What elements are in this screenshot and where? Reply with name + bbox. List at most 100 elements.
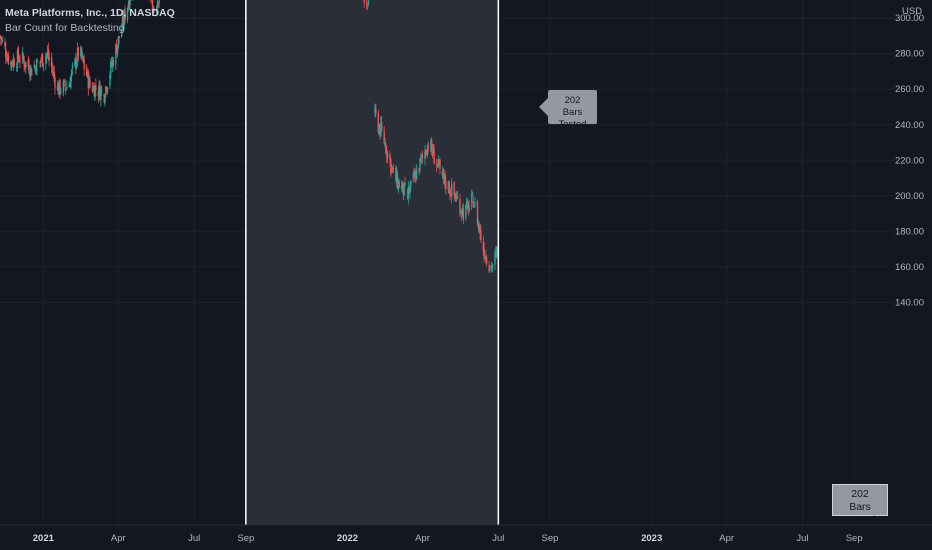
candle-body — [404, 182, 406, 185]
candle-body — [33, 66, 35, 68]
candle-body — [461, 207, 464, 217]
candle-body — [485, 258, 488, 264]
candle-body — [419, 158, 421, 171]
candle-body — [478, 224, 480, 231]
price-tick-label: 260.00 — [895, 84, 924, 95]
candle-body — [495, 251, 497, 253]
candle-body — [442, 169, 445, 178]
candle-body — [401, 181, 404, 188]
candle-body — [155, 7, 158, 14]
candle-body — [118, 36, 120, 39]
candle-body — [109, 74, 111, 86]
candle-body — [438, 161, 440, 163]
candle-body — [377, 113, 380, 132]
candle-body — [120, 28, 123, 38]
candle-body — [474, 202, 476, 206]
candle-body — [104, 97, 106, 103]
time-tick-label: Sep — [846, 533, 863, 544]
candle-body — [53, 71, 55, 77]
price-tick-label: 180.00 — [895, 226, 924, 237]
candle-body — [363, 0, 365, 4]
candle-body — [462, 208, 465, 220]
candle-body — [0, 38, 3, 40]
candle-body — [444, 172, 446, 184]
candle-body — [16, 50, 19, 69]
candle-body — [365, 2, 368, 5]
candle-body — [156, 1, 159, 10]
symbol-title[interactable]: Meta Platforms, Inc., 1D, NASDAQ — [5, 7, 175, 19]
candle-body — [75, 57, 77, 68]
candle-body — [70, 70, 73, 77]
time-axis[interactable]: 2021 Apr Jul Sep 2022 Apr Jul Sep 2023 Apr Jul Sep — [0, 524, 932, 544]
candle-body — [466, 200, 469, 204]
candle-body — [110, 62, 113, 66]
candle-body — [465, 202, 468, 208]
candle-body — [403, 182, 405, 196]
candle-body — [18, 60, 20, 62]
candle-body — [17, 48, 20, 60]
candle-body — [390, 165, 393, 171]
candle-body — [400, 185, 403, 190]
candle-body — [130, 0, 132, 1]
candle-body — [115, 44, 118, 54]
indicator-title[interactable]: Bar Count for Backtesting — [5, 22, 125, 34]
candle-body — [83, 60, 85, 70]
time-tick-label: 2023 — [641, 533, 662, 544]
candle-body — [129, 0, 131, 6]
candle-body — [456, 196, 459, 199]
candle-body — [22, 54, 25, 60]
candle-body — [490, 265, 493, 269]
candle-body — [385, 150, 388, 157]
candle-body — [57, 85, 60, 95]
candle-body — [435, 164, 438, 166]
candle-body — [470, 193, 473, 204]
candle-body — [82, 56, 85, 63]
candle-body — [455, 198, 457, 202]
candle-body — [395, 167, 397, 182]
candle-body — [412, 173, 415, 179]
candle-body — [64, 81, 66, 88]
candle-body — [97, 92, 100, 96]
price-axis[interactable]: 140.00 160.00 180.00 200.00 220.00 240.00 260.… — [895, 0, 924, 308]
candle-body — [420, 157, 422, 160]
candle-body — [433, 150, 435, 165]
candle-body — [52, 71, 55, 73]
candle-body — [450, 193, 452, 198]
candle-body — [41, 53, 44, 67]
candle-body — [105, 88, 108, 91]
candle-body — [54, 77, 56, 88]
candle-body — [71, 65, 74, 69]
candle-body — [407, 187, 410, 198]
candle-body — [420, 154, 423, 159]
bars-tested-table: 202 Bars Tested — [832, 484, 888, 526]
candle-body — [59, 79, 61, 95]
candle-body — [390, 158, 392, 173]
candle-body — [28, 65, 30, 74]
candle-body — [443, 174, 445, 179]
candle-body — [45, 56, 47, 65]
time-tick-label: Apr — [111, 533, 126, 544]
time-tick-label: Jul — [796, 533, 808, 544]
candle-body — [425, 153, 428, 156]
candle-body — [375, 108, 377, 114]
candle-body — [27, 59, 30, 67]
candle-body — [431, 149, 434, 156]
candle-body — [494, 253, 496, 265]
candle-body — [30, 68, 33, 76]
candle-body — [480, 229, 482, 241]
candle-body — [414, 171, 416, 178]
time-tick-label: 2021 — [33, 533, 55, 544]
candle-body — [29, 75, 31, 77]
candle-body — [386, 151, 389, 159]
candle-body — [421, 155, 424, 157]
candle-body — [88, 77, 90, 89]
candle-body — [111, 59, 114, 66]
candle-body — [425, 150, 427, 155]
candle-body — [408, 189, 410, 194]
candle-body — [35, 59, 38, 76]
candle-body — [80, 47, 82, 57]
candle-body — [45, 53, 48, 57]
candle-body — [63, 80, 65, 82]
time-tick-label: Apr — [719, 533, 734, 544]
